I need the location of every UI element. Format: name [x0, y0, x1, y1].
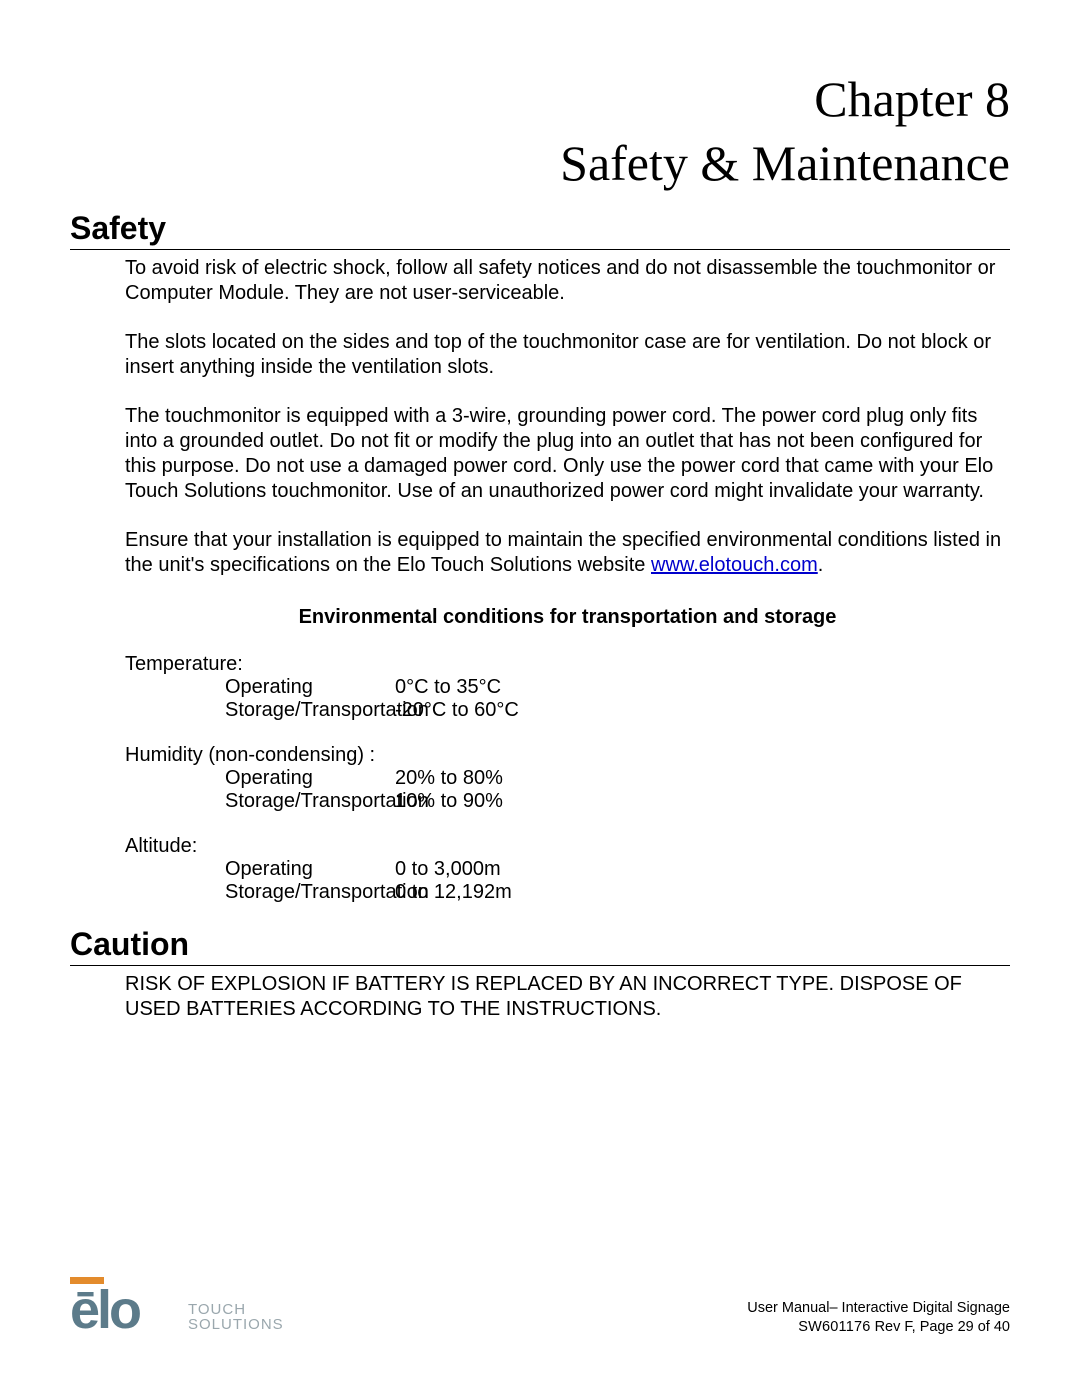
spec-value: 0 to 12,192m	[395, 881, 512, 904]
spec-value: 10% to 90%	[395, 790, 503, 813]
footer-page-info: Rev F, Page 29 of 40	[871, 1319, 1010, 1335]
spec-value: 0°C to 35°C	[395, 676, 501, 699]
safety-p1: To avoid risk of electric shock, follow …	[125, 256, 1010, 306]
caution-p1: RISK OF EXPLOSION IF BATTERY IS REPLACED…	[125, 972, 1010, 1022]
elo-logo-subtext: TOUCH SOLUTIONS	[188, 1302, 284, 1338]
env-conditions-heading: Environmental conditions for transportat…	[125, 606, 1010, 629]
page: Chapter 8 Safety & Maintenance Safety To…	[0, 0, 1080, 1397]
elo-logo-sub-line1: TOUCH	[188, 1302, 284, 1318]
spec-label: Storage/Transportation	[125, 790, 395, 813]
footer-text: User Manual– Interactive Digital Signage…	[747, 1299, 1010, 1337]
spec-value: -20°C to 60°C	[395, 699, 519, 722]
safety-p2: The slots located on the sides and top o…	[125, 330, 1010, 380]
caution-body: RISK OF EXPLOSION IF BATTERY IS REPLACED…	[70, 972, 1010, 1022]
spec-humidity-label: Humidity (non-condensing) :	[125, 744, 1010, 767]
spec-label: Operating	[125, 858, 395, 881]
spec-altitude-storage: Storage/Transportation 0 to 12,192m	[125, 881, 1010, 904]
spec-temperature-storage: Storage/Transportation -20°C to 60°C	[125, 699, 1010, 722]
spec-label: Storage/Transportation	[125, 881, 395, 904]
safety-body: To avoid risk of electric shock, follow …	[70, 256, 1010, 904]
spec-humidity-operating: Operating 20% to 80%	[125, 767, 1010, 790]
elo-logo: ēlo TOUCH SOLUTIONS	[70, 1277, 284, 1337]
spec-temperature-label: Temperature:	[125, 653, 1010, 676]
safety-heading: Safety	[70, 210, 1010, 250]
footer-part-number: SW601176	[798, 1319, 870, 1335]
caution-heading: Caution	[70, 926, 1010, 966]
spec-humidity: Humidity (non-condensing) : Operating 20…	[125, 744, 1010, 813]
elotouch-link[interactable]: www.elotouch.com	[651, 554, 818, 576]
chapter-subtitle: Safety & Maintenance	[70, 134, 1010, 192]
spec-altitude-operating: Operating 0 to 3,000m	[125, 858, 1010, 881]
elo-logo-text: ēlo	[70, 1283, 139, 1337]
safety-p4-pre: Ensure that your installation is equippe…	[125, 529, 1001, 576]
elo-logo-sub-line2: SOLUTIONS	[188, 1317, 284, 1333]
spec-label: Operating	[125, 767, 395, 790]
elo-logo-mark: ēlo	[70, 1277, 180, 1337]
spec-temperature-operating: Operating 0°C to 35°C	[125, 676, 1010, 699]
footer-line2: SW601176 Rev F, Page 29 of 40	[747, 1318, 1010, 1337]
spec-value: 0 to 3,000m	[395, 858, 501, 881]
spec-temperature: Temperature: Operating 0°C to 35°C Stora…	[125, 653, 1010, 722]
safety-p3: The touchmonitor is equipped with a 3-wi…	[125, 404, 1010, 504]
spec-humidity-storage: Storage/Transportation 10% to 90%	[125, 790, 1010, 813]
spec-label: Operating	[125, 676, 395, 699]
spec-altitude-label: Altitude:	[125, 835, 1010, 858]
safety-p4-post: .	[818, 554, 824, 576]
chapter-number: Chapter 8	[70, 70, 1010, 128]
spec-value: 20% to 80%	[395, 767, 503, 790]
page-footer: ēlo TOUCH SOLUTIONS User Manual– Interac…	[70, 1277, 1010, 1337]
spec-altitude: Altitude: Operating 0 to 3,000m Storage/…	[125, 835, 1010, 904]
spec-label: Storage/Transportation	[125, 699, 395, 722]
footer-line1: User Manual– Interactive Digital Signage	[747, 1299, 1010, 1318]
safety-p4: Ensure that your installation is equippe…	[125, 528, 1010, 578]
